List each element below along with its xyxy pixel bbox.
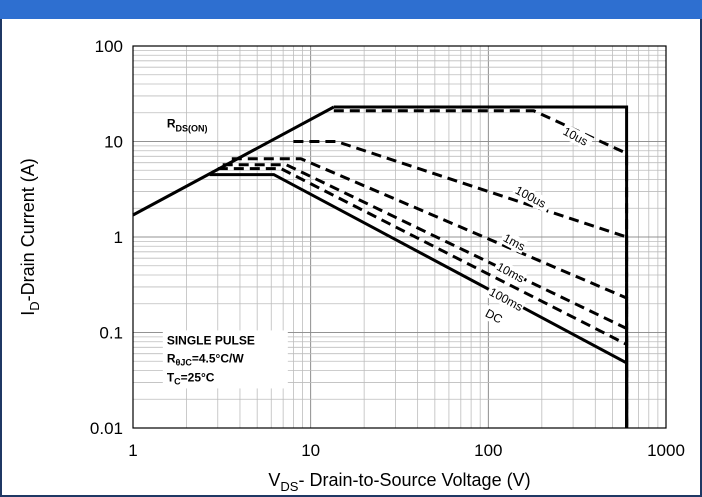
tick-labels: 1 10 100 1000 100 10 1 0.1 0.01 [90,37,685,460]
x-tick-label: 100 [474,441,502,460]
y-tick-label: 10 [104,133,123,152]
curve-label-bg [499,229,528,254]
y-tick-label: 100 [95,37,123,56]
curve-label-bg [511,182,553,213]
curve-label-bg [492,258,528,286]
series-line [209,173,629,428]
series-line [231,157,629,428]
curve-label-text: 1ms [501,231,528,254]
y-tick-label: 0.01 [90,419,123,438]
y-tick-label: 0.1 [99,324,123,343]
series-line [293,140,629,428]
curve-label-bg [485,283,527,315]
annotation-line-1: SINGLE PULSE [167,333,255,347]
curve-label: 10us [558,123,594,151]
y-axis-label: ID-Drain Current (A) [18,158,42,315]
annotation-line-2: RθJC=4.5°C/W [167,351,245,367]
rdson-label: RDS(ON) [167,117,208,134]
curve-label: 10ms [492,258,528,286]
x-tick-label: 1000 [647,441,685,460]
x-axis-label: VDS- Drain-to-Source Voltage (V) [268,470,530,494]
plot-border [132,45,667,429]
annotation-line-3: TC=25°C [167,370,215,386]
curve-label: 1ms [499,229,528,254]
y-tick-label: 1 [114,228,123,247]
curve-label-text: 10ms [494,259,526,285]
x-tick-label: 1 [128,441,137,460]
x-tick-label: 10 [301,441,320,460]
header-band [0,0,702,19]
curve-label: DC [481,305,505,327]
curve-label-bg [481,305,504,326]
series-layer [132,105,629,428]
series-line [217,167,629,428]
series-line [132,105,335,217]
annotation-box: SINGLE PULSE RθJC=4.5°C/W TC=25°C [162,330,288,389]
curve-label-bg [558,123,594,151]
